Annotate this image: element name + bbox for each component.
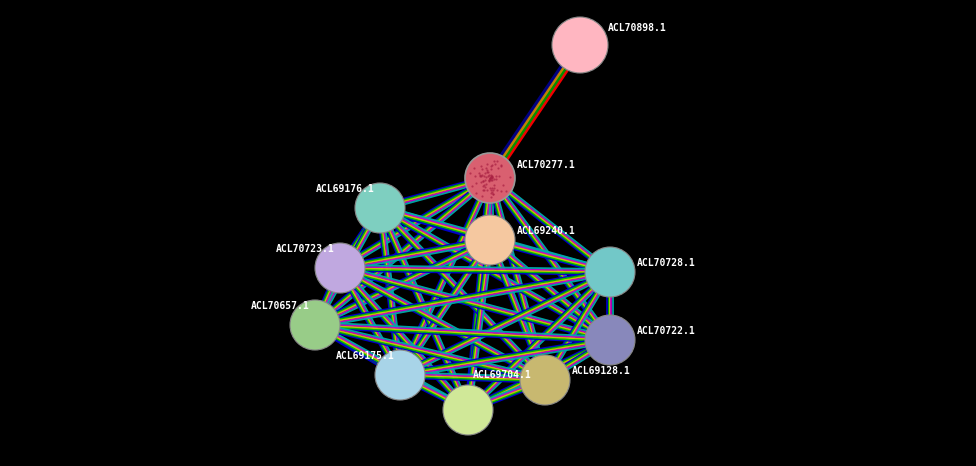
Circle shape: [585, 315, 635, 365]
Circle shape: [443, 385, 493, 435]
Text: ACL70277.1: ACL70277.1: [517, 160, 576, 170]
Circle shape: [315, 243, 365, 293]
Text: ACL69240.1: ACL69240.1: [517, 226, 576, 236]
Circle shape: [552, 17, 608, 73]
Text: ACL70657.1: ACL70657.1: [251, 301, 310, 311]
Text: ACL70722.1: ACL70722.1: [637, 326, 696, 336]
Text: ACL70898.1: ACL70898.1: [608, 23, 667, 33]
Circle shape: [585, 247, 635, 297]
Text: ACL70728.1: ACL70728.1: [637, 258, 696, 268]
Text: ACL69704.1: ACL69704.1: [473, 370, 532, 380]
Circle shape: [465, 153, 515, 203]
Circle shape: [375, 350, 425, 400]
Text: ACL70723.1: ACL70723.1: [276, 244, 335, 254]
Text: ACL69175.1: ACL69175.1: [337, 351, 395, 361]
Text: ACL69128.1: ACL69128.1: [572, 366, 630, 376]
Circle shape: [355, 183, 405, 233]
Text: ACL69176.1: ACL69176.1: [316, 184, 375, 194]
Circle shape: [290, 300, 340, 350]
Circle shape: [520, 355, 570, 405]
Circle shape: [465, 215, 515, 265]
